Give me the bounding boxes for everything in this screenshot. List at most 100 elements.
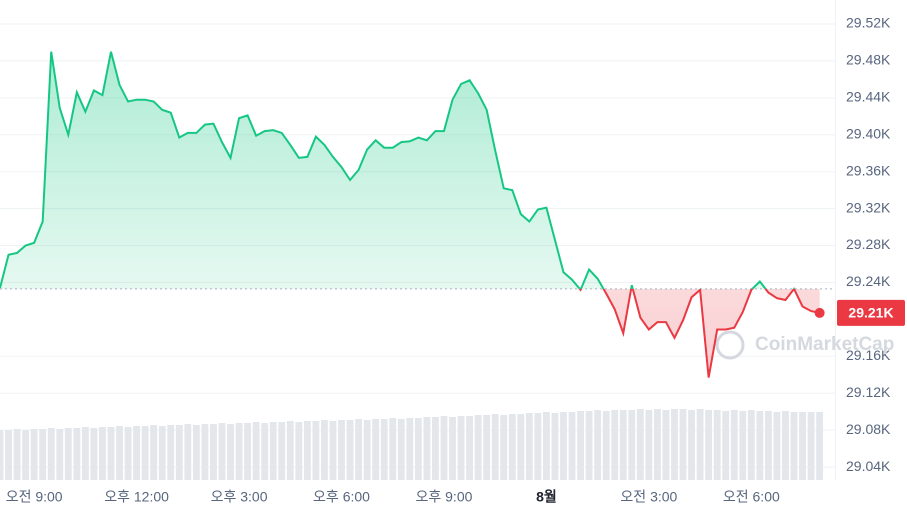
y-tick-label: 29.36K [846, 162, 891, 178]
y-tick-label: 29.12K [846, 384, 891, 400]
volume-bar [432, 417, 439, 480]
volume-bar [235, 423, 243, 480]
volume-bar [508, 414, 516, 480]
volume-bar [790, 412, 798, 480]
volume-bar [414, 418, 422, 480]
x-tick-label: 오전 6:00 [723, 489, 780, 505]
volume-bar [551, 413, 559, 480]
volume-bar [47, 428, 55, 480]
volume-bar [184, 424, 192, 480]
volume-bar [90, 428, 98, 480]
volume-bar [671, 409, 678, 480]
volume-bar [500, 415, 508, 480]
volume-bar [261, 423, 269, 480]
watermark: CoinMarketCap [755, 334, 894, 355]
volume-bar [0, 430, 4, 480]
watermark-logo [715, 330, 745, 360]
volume-bar [756, 411, 764, 480]
volume-bar [295, 422, 303, 480]
volume-bar [346, 420, 354, 480]
volume-bar [713, 410, 721, 480]
volume-bar [218, 423, 226, 480]
volume-bar [329, 421, 337, 480]
volume-bar [602, 411, 610, 480]
x-tick-label: 오전 3:00 [620, 489, 677, 505]
volume-bar [594, 410, 602, 480]
volume-bar [543, 412, 550, 480]
volume-bar [449, 417, 456, 480]
volume-bar [577, 411, 584, 480]
volume-bar [286, 421, 294, 480]
area-up [0, 51, 820, 289]
volume-bar [525, 413, 533, 480]
x-tick-label: 오후 3:00 [211, 489, 268, 505]
volume-bar [619, 410, 627, 480]
volume-bar [321, 420, 328, 480]
volume-bar [816, 412, 824, 480]
volume-bar [150, 425, 158, 480]
x-tick-label: 8월 [536, 489, 557, 505]
volume-bar [628, 410, 636, 480]
volume-bar [747, 410, 755, 480]
volume-bar [355, 419, 363, 480]
volume-bar [423, 417, 431, 480]
volume-bar [611, 410, 619, 480]
y-tick-label: 29.52K [846, 15, 891, 31]
volume-bar [440, 416, 448, 480]
volume-bar [380, 419, 388, 480]
volume-bar [705, 410, 713, 480]
volume-bar [457, 416, 465, 480]
volume-bar [730, 410, 738, 480]
volume-bar [303, 421, 311, 480]
volume-bar [192, 425, 200, 480]
volume-bar [338, 420, 345, 480]
volume-bar [244, 423, 252, 480]
volume-bar [201, 424, 209, 480]
x-tick-label: 오전 9:00 [6, 489, 63, 505]
volume-bar [363, 420, 371, 480]
y-tick-label: 29.04K [846, 458, 891, 474]
volume-bar [585, 411, 593, 480]
volume-bar [645, 410, 653, 480]
last-point [814, 307, 825, 318]
price-tag [837, 299, 905, 326]
volume-bar [389, 418, 397, 480]
volume-bar [158, 426, 166, 480]
volume-bar [397, 419, 405, 480]
volume-bar [13, 429, 21, 480]
x-tick-label: 오후 6:00 [313, 489, 370, 505]
volume-bar [116, 426, 123, 480]
volume-bar [483, 415, 491, 480]
volume-bar [491, 414, 499, 480]
y-tick-label: 29.44K [846, 89, 891, 105]
y-tick-label: 29.08K [846, 421, 891, 437]
volume-bar [5, 430, 12, 480]
volume-bar [696, 409, 704, 480]
volume-bar [722, 411, 730, 480]
volume-bar [466, 416, 473, 480]
volume-bar [124, 427, 132, 480]
volume-bar [662, 410, 670, 480]
volume-bar [560, 412, 567, 480]
y-tick-label: 29.48K [846, 52, 891, 68]
volume-bar [210, 424, 217, 480]
volume-bar [278, 422, 286, 480]
volume-bar [99, 427, 106, 480]
volume-bar [167, 425, 175, 480]
area-down [579, 288, 820, 378]
volume-bar [406, 418, 414, 480]
x-tick-label: 오후 9:00 [416, 489, 473, 505]
volume-bar [312, 421, 320, 480]
volume-bar [568, 412, 576, 480]
price-tag-label: 29.21K [848, 305, 893, 321]
volume-bar [133, 426, 141, 480]
volume-bar [107, 427, 115, 480]
volume-bar [372, 419, 380, 480]
y-tick-label: 29.32K [846, 199, 891, 215]
volume-bar [252, 422, 260, 480]
y-tick-label: 29.24K [846, 273, 891, 289]
volume-bar [64, 428, 72, 480]
volume-bar [636, 409, 644, 480]
volume-bar [39, 429, 47, 480]
